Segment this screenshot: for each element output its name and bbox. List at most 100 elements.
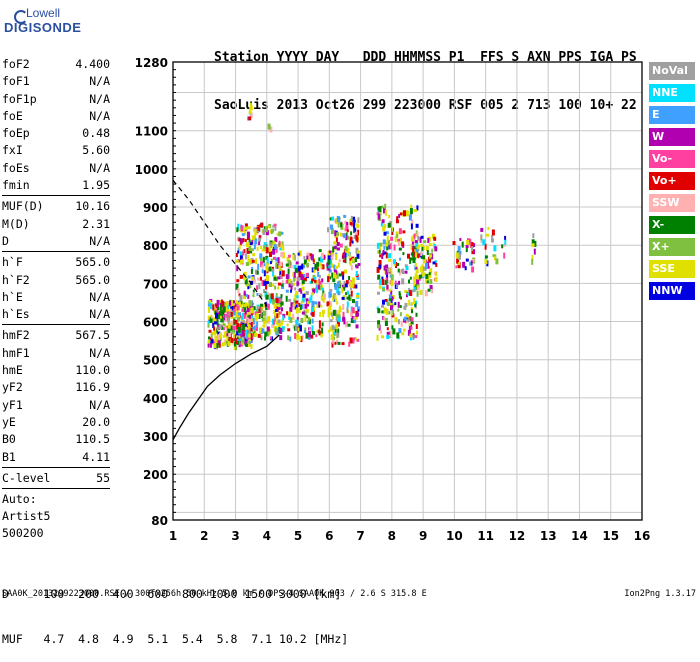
echo-point: [288, 298, 292, 302]
echo-point: [465, 258, 469, 262]
echo-point: [340, 232, 342, 237]
echo-point: [409, 257, 413, 261]
param-value: 110.0: [75, 363, 110, 378]
echo-point: [247, 294, 250, 299]
echo-point: [213, 343, 217, 348]
logo-line2: DIGISONDE: [4, 20, 82, 35]
echo-point: [233, 319, 236, 325]
echo-point: [249, 242, 253, 246]
echo-point: [277, 276, 281, 280]
echo-point: [491, 238, 494, 243]
echo-point: [252, 317, 255, 324]
echo-point: [316, 267, 319, 272]
echo-point: [352, 284, 356, 289]
echo-point: [296, 281, 299, 287]
echo-point: [417, 244, 420, 248]
echo-point: [257, 333, 261, 338]
echo-point: [409, 257, 412, 264]
echo-point: [316, 261, 320, 267]
echo-point: [260, 293, 263, 297]
echo-point: [301, 296, 305, 303]
echo-point: [223, 303, 226, 307]
echo-point: [266, 303, 270, 310]
echo-point: [263, 310, 266, 317]
echo-point: [278, 266, 281, 272]
echo-point: [432, 261, 436, 265]
legend-item-x: X-: [649, 216, 695, 234]
echo-point: [258, 237, 261, 242]
echo-point: [250, 307, 254, 314]
y-tick-label: 80: [151, 514, 168, 528]
echo-point: [213, 331, 217, 335]
station-header: Station YYYY DAY DDD HHMMSS P1 FFS S AXN…: [214, 18, 637, 130]
echo-point: [381, 304, 385, 308]
echo-point: [327, 259, 331, 265]
echo-point: [470, 260, 473, 266]
echo-point: [210, 339, 214, 344]
echo-point: [390, 302, 393, 307]
echo-point: [378, 260, 382, 266]
echo-point: [411, 309, 413, 314]
echo-point: [338, 259, 341, 263]
echo-point: [313, 276, 317, 280]
echo-point: [311, 307, 314, 312]
echo-point: [266, 257, 269, 264]
echo-point: [288, 283, 292, 288]
echo-point: [345, 280, 349, 285]
echo-point: [336, 242, 340, 246]
echo-point: [410, 237, 414, 242]
echo-point: [395, 262, 397, 268]
echo-point: [269, 251, 272, 257]
echo-point: [348, 294, 351, 301]
echo-point: [333, 272, 336, 279]
param-name: C-level: [2, 470, 51, 485]
x-tick-label: 14: [571, 529, 588, 543]
muf-distance-row: D 100 200 400 600 800 1000 1500 3000 [km…: [2, 587, 342, 601]
echo-point: [337, 220, 341, 225]
param-row-foep: foEp 0.48: [2, 125, 110, 142]
echo-point: [280, 296, 283, 300]
echo-point: [409, 276, 412, 280]
echo-point: [318, 329, 321, 335]
echo-point: [271, 323, 275, 328]
echo-point: [339, 243, 343, 248]
echo-point: [346, 307, 349, 314]
echo-point: [212, 320, 215, 325]
echo-point: [406, 294, 408, 298]
echo-point: [240, 225, 244, 232]
echo-point: [277, 306, 281, 310]
echo-point: [227, 322, 231, 329]
echo-direction-legend: NoVal NNE E W Vo- Vo+ SSW X- X+ SSE NNW: [649, 62, 695, 304]
echo-point: [269, 293, 272, 299]
param-value: N/A: [89, 108, 110, 123]
echo-point: [256, 313, 259, 319]
param-row-hf: h`F 565.0: [2, 254, 110, 271]
echo-point: [412, 276, 416, 280]
echo-point: [318, 320, 321, 325]
echo-point: [411, 235, 415, 240]
echo-point: [334, 235, 338, 238]
echo-point: [241, 321, 245, 325]
echo-point: [356, 236, 359, 243]
echo-point: [280, 231, 284, 235]
param-name: B1: [2, 449, 16, 464]
echo-point: [388, 253, 392, 259]
echo-point: [328, 305, 332, 311]
echo-point: [428, 256, 432, 263]
echo-point: [422, 255, 426, 260]
echo-point: [380, 329, 383, 334]
echo-point: [240, 275, 244, 278]
legend-item-e: E: [649, 106, 695, 124]
echo-point: [305, 332, 309, 339]
echo-point: [218, 343, 221, 348]
echo-point: [246, 306, 249, 310]
echo-point: [381, 335, 384, 339]
echo-point: [399, 212, 403, 216]
echo-point: [404, 290, 408, 293]
echo-point: [416, 330, 418, 335]
echo-point: [270, 258, 273, 263]
echo-point: [235, 283, 239, 290]
echo-point: [410, 317, 414, 323]
echo-point: [336, 288, 340, 294]
echo-point: [310, 254, 314, 261]
